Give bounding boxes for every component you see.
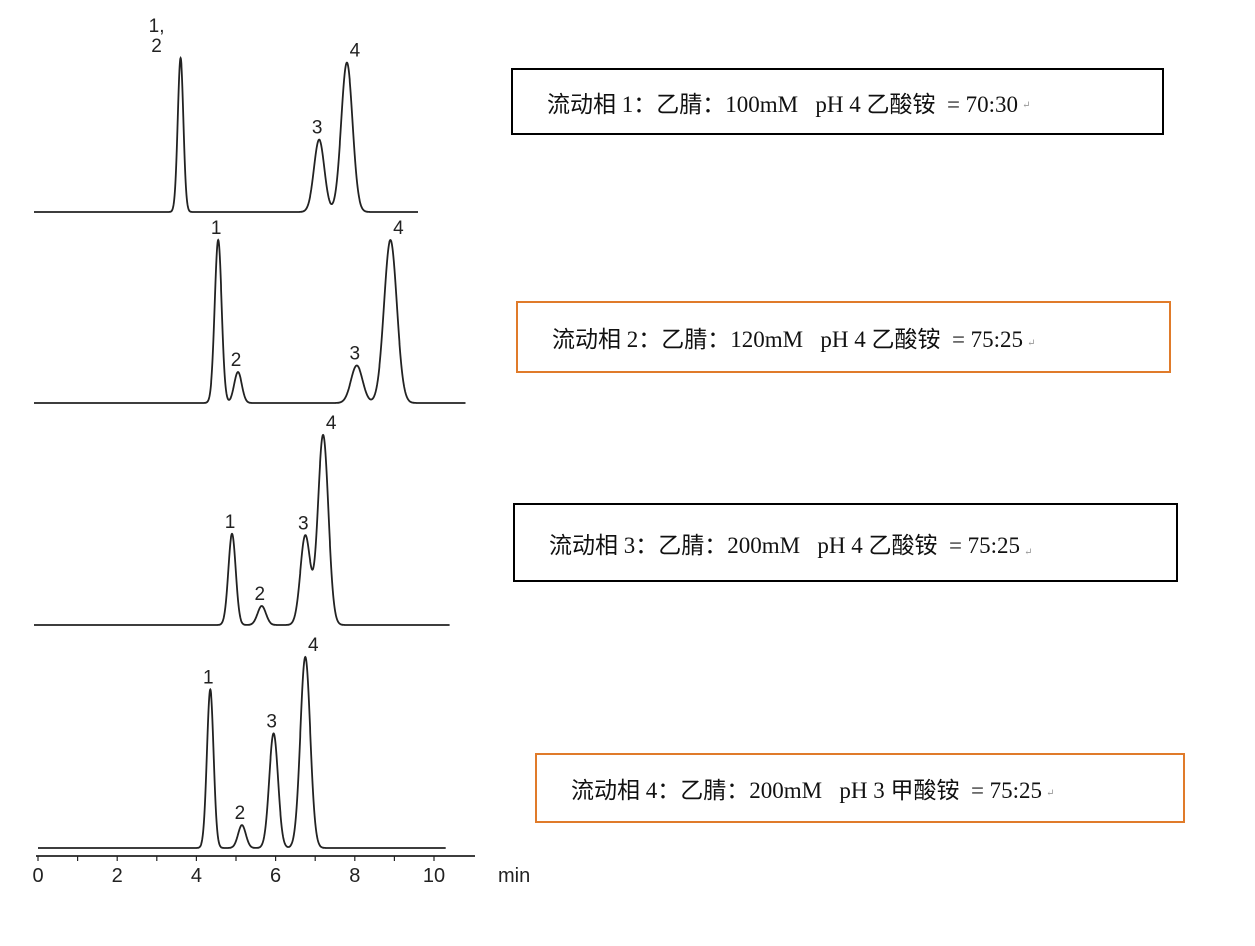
condition-text-4: 流动相 4：乙腈：200mM pH 3 甲酸铵 = 75:25 xyxy=(571,778,1043,803)
condition-box-2: 流动相 2：乙腈：120mM pH 4 乙酸铵 = 75:25 ↵ xyxy=(516,301,1171,373)
condition-text-2: 流动相 2：乙腈：120mM pH 4 乙酸铵 = 75:25 xyxy=(552,327,1024,352)
peak-label: 1 xyxy=(225,512,236,533)
peak-label: 2 xyxy=(235,803,246,824)
trace-line xyxy=(38,655,446,849)
chromatogram-trace-3: 1 2 3 4 xyxy=(34,413,450,626)
chromatogram-trace-2: 1 2 3 4 xyxy=(34,218,466,404)
x-axis: 0 2 4 6 8 10 min xyxy=(32,855,530,887)
peak-label: 2 xyxy=(254,584,265,605)
paragraph-mark-icon: ↵ xyxy=(1022,100,1031,111)
condition-box-3: 流动相 3：乙腈：200mM pH 4 乙酸铵 = 75:25 ↵ xyxy=(513,503,1178,582)
peak-label: 2 xyxy=(151,36,162,57)
condition-box-4: 流动相 4：乙腈：200mM pH 3 甲酸铵 = 75:25 ↵ xyxy=(535,753,1185,823)
peak-label: 3 xyxy=(266,711,277,732)
paragraph-mark-icon: ↵ xyxy=(1046,788,1055,799)
chromatogram-trace-4: 1 2 3 4 xyxy=(38,635,446,849)
condition-text-3: 流动相 3：乙腈：200mM pH 4 乙酸铵 = 75:25 xyxy=(549,532,1021,558)
peak-label: 3 xyxy=(312,118,323,139)
x-tick-label: 10 xyxy=(423,865,445,887)
condition-text-1: 流动相 1：乙腈：100mM pH 4 乙酸铵 = 70:30 xyxy=(547,91,1019,117)
peak-label: 3 xyxy=(349,344,360,365)
peak-label: 1 xyxy=(211,218,222,239)
trace-line xyxy=(34,433,450,626)
condition-box-1: 流动相 1：乙腈：100mM pH 4 乙酸铵 = 70:30 ↵ xyxy=(511,68,1164,135)
peak-label: 4 xyxy=(326,413,337,434)
x-tick-label: 8 xyxy=(349,865,360,887)
peak-label: 1, xyxy=(149,16,165,37)
peak-label: 2 xyxy=(231,350,242,371)
x-tick-label: 6 xyxy=(270,865,281,887)
peak-label: 4 xyxy=(350,41,361,62)
trace-line xyxy=(34,238,466,404)
chromatogram-trace-1: 1,2 3 4 xyxy=(34,16,418,213)
x-axis-label: min xyxy=(498,865,530,887)
peak-label: 4 xyxy=(393,218,404,239)
paragraph-mark-icon: ↵ xyxy=(1027,338,1036,349)
trace-line xyxy=(34,55,418,213)
x-tick-label: 2 xyxy=(112,865,123,887)
peak-label: 1 xyxy=(203,667,214,688)
paragraph-mark-icon: ↵ xyxy=(1024,547,1033,558)
peak-label: 4 xyxy=(308,635,319,656)
peak-label: 3 xyxy=(298,514,309,535)
x-tick-label: 0 xyxy=(32,865,43,887)
x-tick-label: 4 xyxy=(191,865,202,887)
